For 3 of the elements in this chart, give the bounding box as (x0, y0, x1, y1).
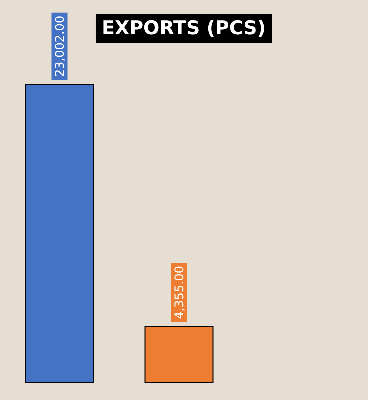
data-label: 4,355.00 (172, 266, 186, 320)
chart-title: EXPORTS (PCS) (102, 18, 266, 40)
data-label: 23,002.00 (52, 16, 67, 77)
